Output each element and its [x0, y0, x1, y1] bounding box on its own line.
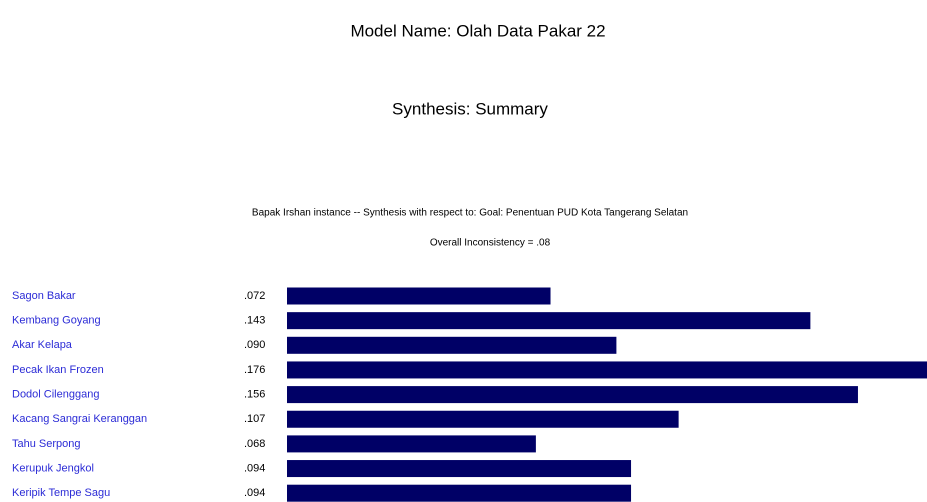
bar [287, 460, 632, 478]
value-label: .090 [244, 339, 265, 351]
category-label: Dodol Cilenggang [12, 389, 99, 401]
inconsistency: Overall Inconsistency = .08 [430, 238, 551, 249]
value-label: .176 [244, 364, 265, 376]
value-label: .094 [244, 462, 265, 474]
category-label: Akar Kelapa [12, 339, 73, 351]
chart-subtitle: Synthesis: Summary [392, 99, 548, 118]
category-label: Tahu Serpong [12, 438, 81, 450]
category-label: Kacang Sangrai Keranggan [12, 413, 147, 425]
bar [287, 336, 617, 354]
bar [287, 287, 551, 305]
category-label: Sagon Bakar [12, 290, 76, 302]
category-label: Keripik Tempe Sagu [12, 487, 110, 499]
category-label: Kerupuk Jengkol [12, 462, 94, 474]
bar [287, 435, 536, 453]
value-label: .156 [244, 389, 265, 401]
bar [287, 484, 632, 502]
value-label: .072 [244, 290, 265, 302]
bar [287, 386, 858, 404]
category-label: Pecak Ikan Frozen [12, 364, 104, 376]
value-label: .107 [244, 413, 265, 425]
description: Bapak Irshan instance -- Synthesis with … [252, 208, 688, 219]
bar [287, 312, 811, 330]
value-label: .094 [244, 487, 265, 499]
chart-title: Model Name: Olah Data Pakar 22 [350, 21, 605, 40]
value-label: .068 [244, 438, 265, 450]
value-label: .143 [244, 315, 265, 327]
bar [287, 410, 679, 428]
bar [287, 361, 927, 379]
category-label: Kembang Goyang [12, 315, 101, 327]
